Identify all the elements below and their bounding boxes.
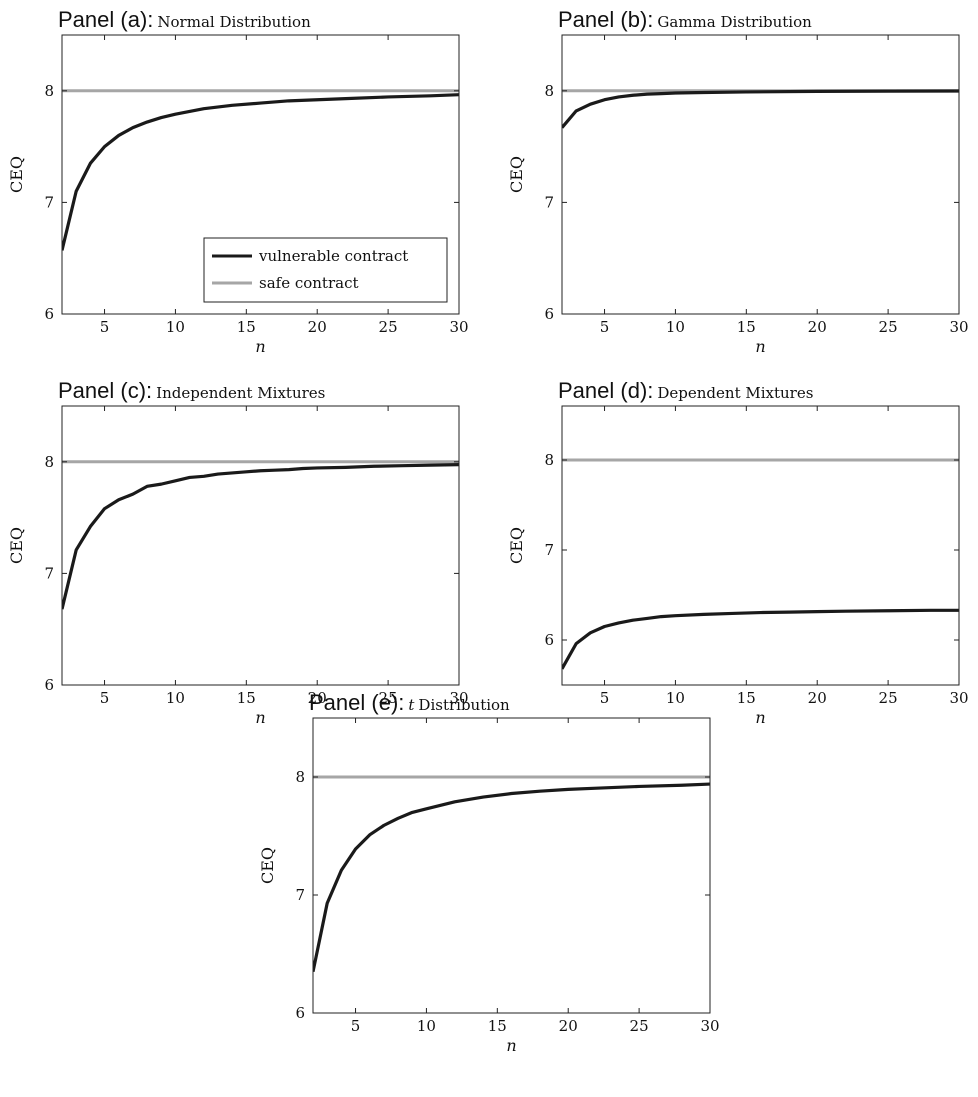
x-tick-label: 5 [100,689,110,707]
x-tick-label: 10 [166,318,185,336]
y-tick-label: 6 [544,305,554,323]
y-axis-label: CEQ [507,527,526,564]
x-tick-label: 10 [166,689,185,707]
y-tick-label: 8 [44,453,54,471]
x-tick-label: 30 [949,318,968,336]
x-axis-label: n [255,337,265,356]
panel-subtitle: Gamma Distribution [657,13,812,31]
panel-c: Panel (c): Independent Mixtures 5 10 15 20 25 3… [7,378,469,727]
panel-title: Panel (d): Dependent Mixtures [558,378,813,403]
y-axis-label: CEQ [507,156,526,193]
panel-subtitle: Distribution [418,696,510,714]
vulnerable-contract-line [313,782,710,973]
y-tick-label: 6 [295,1004,305,1022]
x-tick-label: 20 [808,318,827,336]
panel-a: Panel (a): Normal Distribution 5 10 15 20 25 30… [7,7,469,356]
legend-box [203,237,448,303]
x-tick-label: 5 [100,318,110,336]
x-tick-label: 25 [630,1017,649,1035]
x-axis-label: n [255,708,265,727]
x-tick-label: 15 [237,689,256,707]
panel-title: Panel (b): Gamma Distribution [558,7,812,32]
panel-title: Panel (c): Independent Mixtures [58,378,325,403]
x-tick-label: 20 [308,318,327,336]
panel-subtitle: Dependent Mixtures [657,384,813,402]
y-axis-label: CEQ [7,156,26,193]
panel-title-variable: t [408,696,415,714]
x-tick-label: 25 [379,689,398,707]
panel-label: Panel (c): [58,378,152,403]
x-tick-label: 30 [449,689,468,707]
plot-frame [561,405,960,686]
series-group [62,89,459,251]
panel-label: Panel (e): [309,690,404,715]
series-group [313,775,710,973]
x-tick-label: 30 [700,1017,719,1035]
y-tick-label: 8 [295,768,305,786]
x-axis-label: n [755,708,765,727]
y-tick-label: 7 [544,193,554,211]
x-tick-label: 15 [737,318,756,336]
plot-frame [61,34,460,315]
y-tick-label: 7 [544,541,554,559]
series-group [62,460,459,610]
panel-subtitle: Normal Distribution [157,13,311,31]
x-tick-label: 20 [308,689,327,707]
vulnerable-contract-line [562,89,959,129]
y-axis-label: CEQ [7,527,26,564]
x-tick-label: 20 [808,689,827,707]
x-tick-label: 10 [417,1017,436,1035]
x-tick-label: 5 [351,1017,361,1035]
plot-frame [61,405,460,686]
panel-d: Panel (d): Dependent Mixtures 5 10 15 20 25 30 6… [507,378,969,727]
panel-e: Panel (e): t Distribution 5 10 15 20 25 30 6 7 8 n CE… [258,690,720,1055]
vulnerable-contract-line [62,462,459,610]
y-tick-label: 6 [44,676,54,694]
x-tick-label: 15 [488,1017,507,1035]
x-tick-label: 15 [237,318,256,336]
x-tick-label: 10 [666,689,685,707]
x-tick-label: 5 [600,318,610,336]
y-tick-label: 7 [44,193,54,211]
x-tick-label: 15 [737,689,756,707]
panel-b: Panel (b): Gamma Distribution 5 10 15 20 25 30 6… [507,7,969,356]
y-tick-label: 7 [44,564,54,582]
panel-title: Panel (e): t Distribution [309,690,510,715]
y-tick-label: 7 [295,886,305,904]
x-tick-label: 30 [449,318,468,336]
panel-label: Panel (b): [558,7,653,32]
series-group [562,89,959,129]
x-axis-label: n [755,337,765,356]
plot-frame [561,34,960,315]
legend-entry: vulnerable contract [258,247,408,265]
y-tick-label: 8 [544,82,554,100]
x-tick-label: 10 [666,318,685,336]
legend: vulnerable contract safe contract [203,237,448,303]
vulnerable-contract-line [62,93,459,251]
panel-subtitle: Independent Mixtures [156,384,325,402]
legend-entry: safe contract [259,274,359,292]
panel-title: Panel (a): Normal Distribution [58,7,311,32]
y-axis-label: CEQ [258,847,277,884]
panel-label: Panel (a): [58,7,153,32]
y-tick-label: 8 [44,82,54,100]
y-tick-label: 6 [44,305,54,323]
x-tick-label: 20 [559,1017,578,1035]
x-tick-label: 25 [879,689,898,707]
y-tick-label: 8 [544,451,554,469]
y-tick-label: 6 [544,631,554,649]
series-group [562,458,959,670]
x-tick-label: 5 [600,689,610,707]
x-tick-label: 30 [949,689,968,707]
plot-frame [312,717,711,1014]
x-tick-label: 25 [879,318,898,336]
x-axis-label: n [506,1036,516,1055]
x-tick-label: 25 [379,318,398,336]
panel-label: Panel (d): [558,378,653,403]
vulnerable-contract-line [562,608,959,670]
